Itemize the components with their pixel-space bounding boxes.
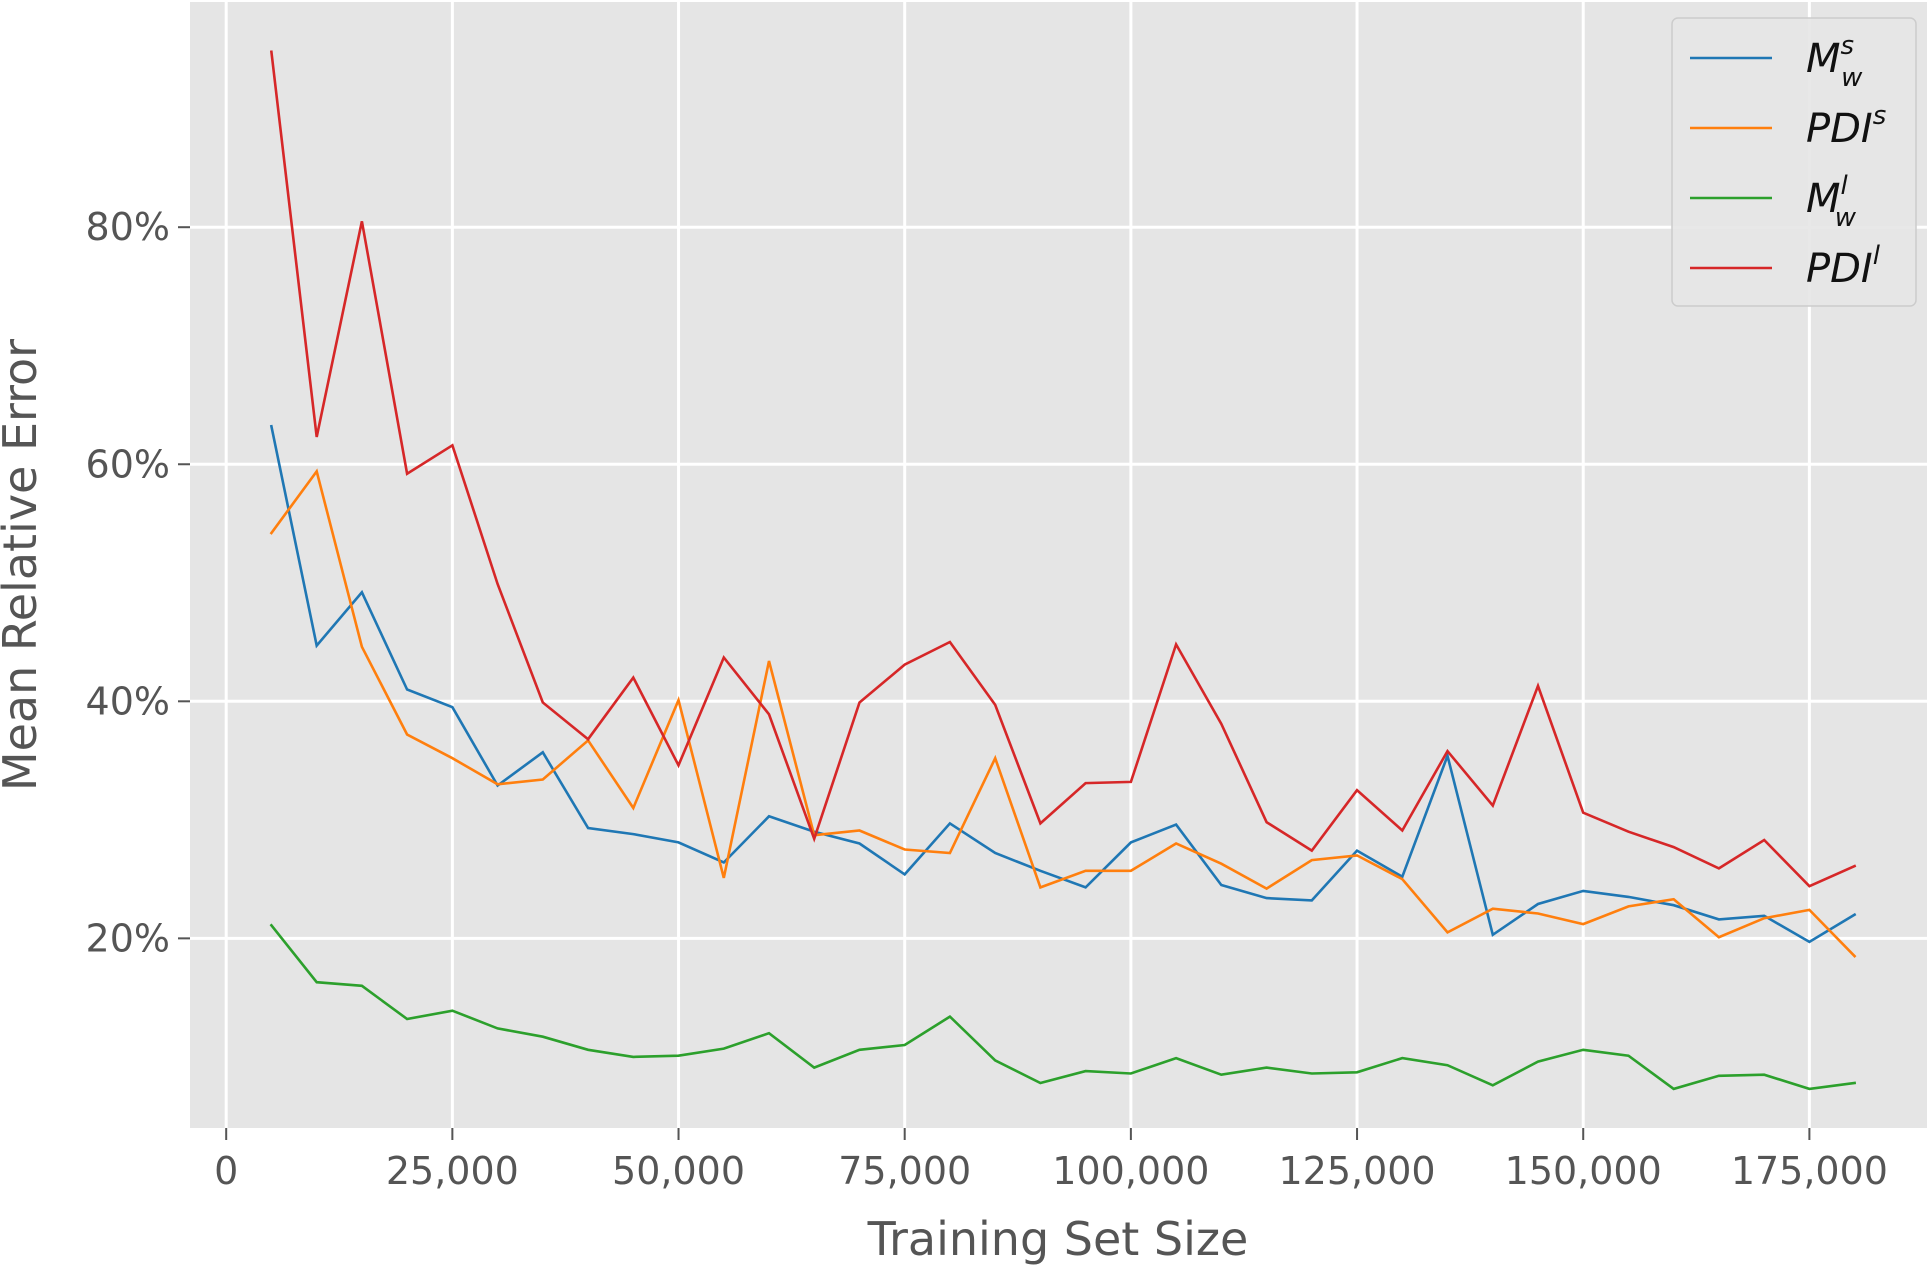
x-tick-label: 125,000 (1278, 1149, 1435, 1193)
series-line-3 (269, 50, 1857, 888)
legend: Ms w PDIs Ml w PDIl (1671, 17, 1917, 307)
x-axis-ticks: 0 25,000 50,000 75,000 100,000 125,000 150,000… (214, 1128, 1888, 1193)
plot-background (190, 2, 1927, 1128)
x-tick-label: 25,000 (386, 1149, 519, 1193)
legend-box (1671, 17, 1917, 307)
y-tick-label: 60% (86, 442, 170, 486)
x-tick-label: 50,000 (612, 1149, 745, 1193)
x-tick-label: 0 (214, 1149, 238, 1193)
series-line-1 (269, 468, 1857, 958)
x-tick-label: 150,000 (1505, 1149, 1662, 1193)
series-layer (269, 50, 1857, 1091)
legend-label: PDIl (1806, 241, 1881, 292)
grid (190, 2, 1927, 1128)
y-tick-label: 40% (86, 679, 170, 723)
x-tick-label: 175,000 (1731, 1149, 1888, 1193)
series-line-2 (269, 923, 1857, 1091)
legend-label: PDIs (1806, 101, 1886, 152)
y-axis-title: Mean Relative Error (0, 339, 47, 791)
y-tick-label: 80% (86, 205, 170, 249)
y-tick-label: 20% (86, 916, 170, 960)
x-tick-label: 75,000 (838, 1149, 971, 1193)
y-axis-ticks: 20% 40% 60% 80% (86, 205, 190, 960)
x-axis-title: Training Set Size (867, 1212, 1249, 1266)
x-tick-label: 100,000 (1052, 1149, 1209, 1193)
legend-label: Ml w (1806, 171, 1857, 233)
legend-label: Ms w (1806, 31, 1863, 93)
